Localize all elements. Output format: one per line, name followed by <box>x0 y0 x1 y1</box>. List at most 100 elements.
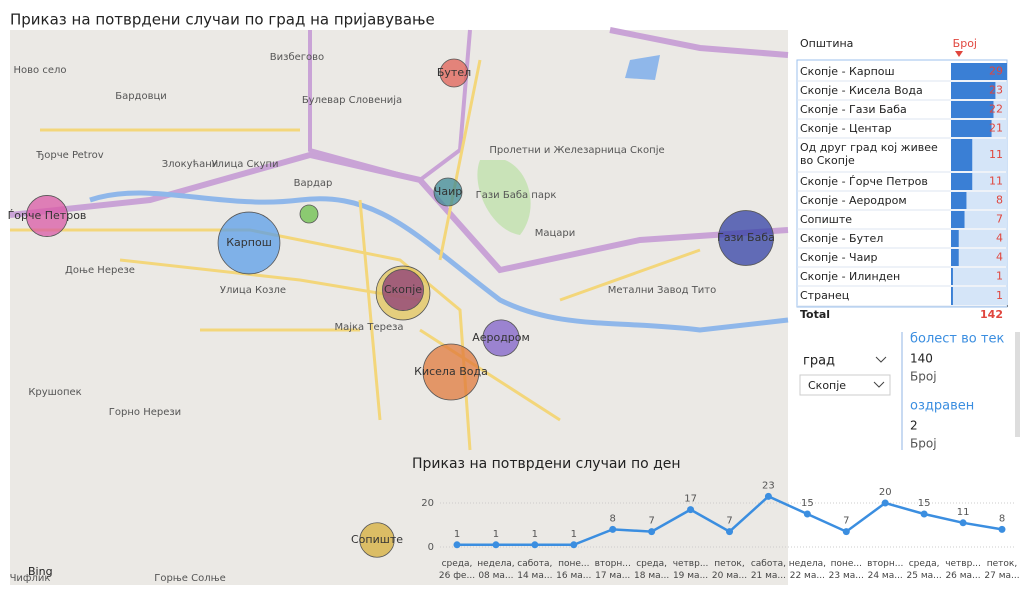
x-tick-label: поне... 16 ма... <box>556 559 592 581</box>
slicer-label: град <box>803 354 835 369</box>
data-label: 1 <box>571 529 577 540</box>
row-bg <box>951 211 1007 228</box>
map-label: Улица Скупи <box>211 159 278 170</box>
point <box>531 541 539 549</box>
table-value: 4 <box>996 232 1003 245</box>
map-label: Горње Солње <box>154 573 226 584</box>
y-tick-label: 20 <box>421 498 434 509</box>
bubble <box>482 319 520 357</box>
data-label: 11 <box>957 507 970 518</box>
table-value: 1 <box>996 289 1003 302</box>
table-name: Скопје - Аеродром <box>800 194 907 207</box>
bubble-label: Ѓорче Петров <box>8 209 87 222</box>
map-label: Метални Завод Тито <box>608 285 717 296</box>
map-label: Ново село <box>14 65 67 76</box>
x-tick-label: вторн... 24 ма... <box>867 559 904 581</box>
x-tick-label: среда, 25 ма... <box>906 559 942 581</box>
data-label: 1 <box>532 529 538 540</box>
data-label: 17 <box>684 494 697 505</box>
table-value: 11 <box>989 148 1003 161</box>
table-bar <box>951 249 959 266</box>
map-label: Визбегово <box>270 52 324 63</box>
table-value: 11 <box>989 175 1003 188</box>
highway <box>308 29 472 183</box>
lake <box>625 55 660 80</box>
x-tick-label: четвр... 19 ма... <box>672 559 709 581</box>
map-label: Крушопек <box>28 387 81 398</box>
map-label: Пролетни и Железарница Скопје <box>489 144 664 156</box>
chevron <box>875 356 887 363</box>
data-label: 7 <box>843 516 849 527</box>
table-value: 22 <box>989 103 1003 116</box>
bubble <box>422 343 480 401</box>
page-title: Приказ на потврдени случаи по град на пр… <box>10 11 435 29</box>
table-name: Сопиште <box>800 213 852 226</box>
slicer-value[interactable]: Скопје <box>808 379 846 392</box>
table-bar <box>951 120 992 137</box>
highway <box>609 27 789 58</box>
chevron <box>873 381 885 388</box>
point <box>959 519 967 527</box>
x-tick-label: сабота, 14 ма... <box>517 559 553 581</box>
map-label: Ђорче Petrov <box>35 150 103 161</box>
total-value: 142 <box>980 308 1003 321</box>
map-label: Булевар Словенија <box>302 94 402 106</box>
point <box>648 528 656 536</box>
table-header[interactable]: Број <box>953 37 977 50</box>
x-tick-label: среда, 18 ма... <box>634 559 670 581</box>
data-label: 7 <box>648 516 654 527</box>
river <box>89 190 789 333</box>
table-name: Од друг град кој живее во Скопје <box>800 141 938 167</box>
table-bar <box>951 63 1007 80</box>
bubble <box>439 58 469 88</box>
roads <box>10 59 701 451</box>
data-label: 1 <box>454 529 460 540</box>
point <box>492 541 500 549</box>
table-name: Скопје - Центар <box>800 122 892 135</box>
point <box>570 541 578 549</box>
data-label: 15 <box>918 498 931 509</box>
point <box>842 528 850 536</box>
table-value: 1 <box>996 270 1003 283</box>
slicer-dropdown[interactable] <box>799 374 891 396</box>
table-value: 4 <box>996 251 1003 264</box>
bubble <box>718 210 774 266</box>
scrollbar[interactable] <box>1015 332 1020 437</box>
bubble-label: Скопје <box>384 283 422 296</box>
table-name: Скопје - Илинден <box>800 270 901 283</box>
sort-icon <box>955 51 963 57</box>
bubble-label: Бутел <box>437 66 471 79</box>
table-bar <box>951 211 965 228</box>
table-header[interactable]: Општина <box>800 37 853 50</box>
map-label: Гази Баба парк <box>476 190 557 201</box>
table-value: 8 <box>996 194 1003 207</box>
card-unit: Број <box>910 437 937 451</box>
map-logo: Bing <box>28 565 53 578</box>
map-label: Вардар <box>294 178 333 189</box>
data-label: 8 <box>999 513 1005 524</box>
bubble <box>299 204 319 224</box>
point <box>998 525 1006 533</box>
table-name: Скопје - Гази Баба <box>800 103 907 116</box>
map-label: Горно Нерези <box>109 407 181 418</box>
table-bar <box>951 192 967 209</box>
data-label: 23 <box>762 480 775 491</box>
bubble <box>433 177 463 207</box>
x-tick-label: сабота, 21 ма... <box>750 559 787 581</box>
x-tick-label: четвр... 26 ма... <box>945 559 981 581</box>
table-bar <box>951 139 973 171</box>
table-value: 7 <box>996 213 1003 226</box>
table-value: 21 <box>989 122 1003 135</box>
bubble-label: Гази Баба <box>717 231 775 244</box>
row-bg <box>951 249 1007 266</box>
chart-title: Приказ на потврдени случаи по ден <box>412 456 681 472</box>
card-unit: Број <box>910 370 937 384</box>
x-tick-label: среда, 26 фе... <box>438 559 476 581</box>
row-bg <box>951 230 1007 247</box>
table-bar <box>951 230 959 247</box>
park <box>477 160 531 235</box>
bubble-label: Карпош <box>226 236 272 249</box>
point <box>726 528 733 536</box>
